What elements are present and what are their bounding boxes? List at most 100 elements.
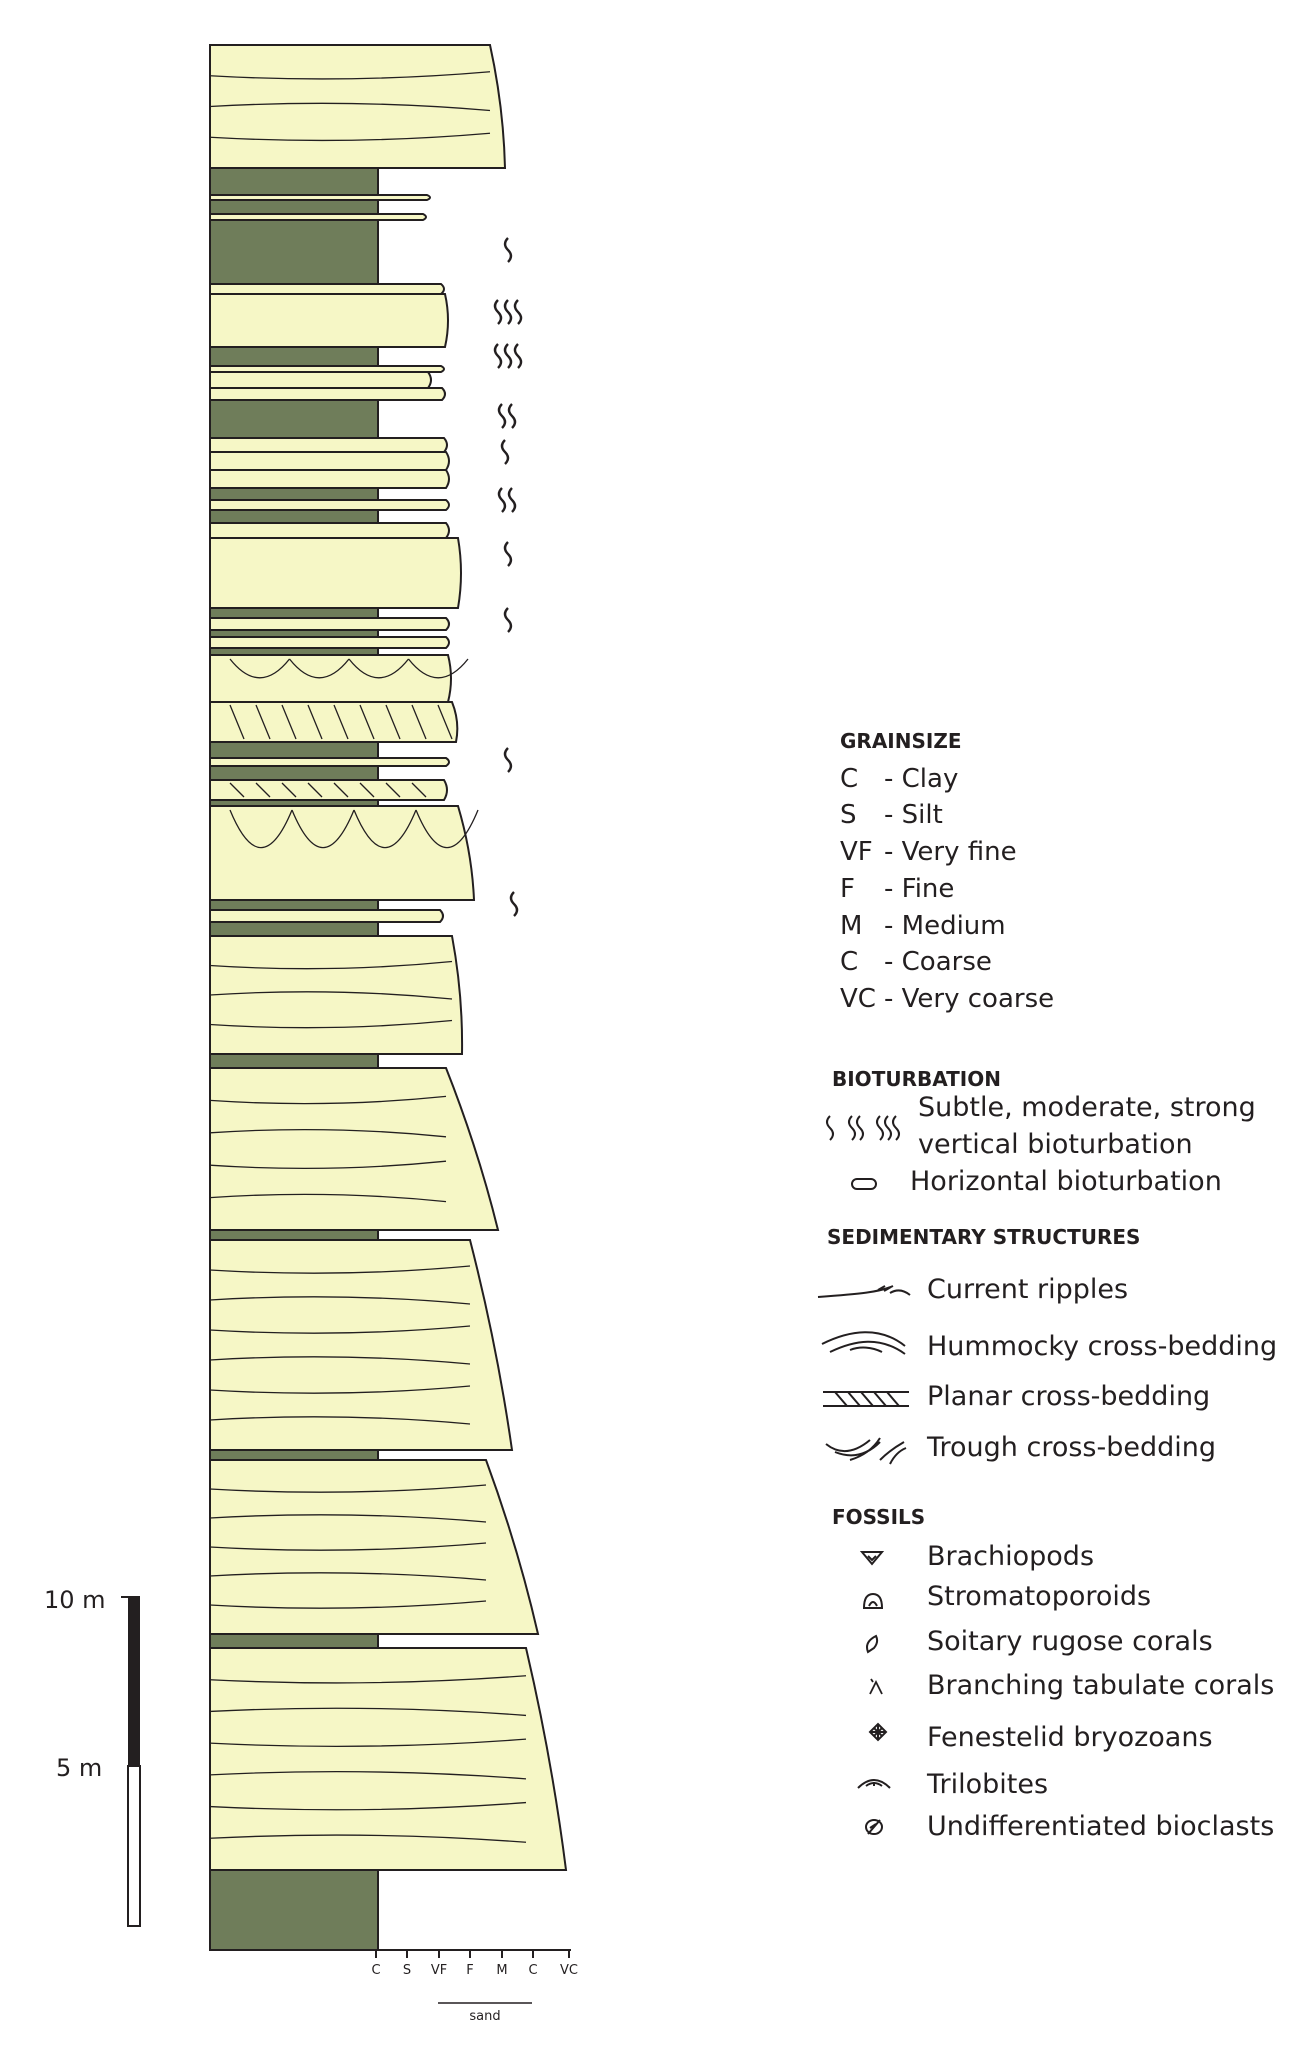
axis-tick-medium: M — [496, 1963, 508, 1978]
sandstone-bed — [209, 371, 432, 389]
rugose-coral-icon — [866, 1634, 879, 1654]
lamination — [209, 1160, 447, 1170]
scale-bar-upper — [128, 1597, 140, 1766]
sed-current-ripples: Current ripples — [927, 1274, 1129, 1305]
lamination — [209, 1572, 487, 1581]
tabulate-coral-icon — [869, 1678, 883, 1695]
grainsize-item: VC - Very coarse — [840, 984, 1055, 1014]
axis-tick-coarse: C — [528, 1963, 538, 1978]
trough-set — [288, 658, 350, 679]
bioturbation-mark — [503, 343, 513, 369]
grainsize-title: GRAINSIZE — [840, 729, 962, 753]
sandstone-bed — [209, 617, 450, 631]
trilobite-icon — [857, 1779, 891, 1789]
sandstone-beds — [209, 44, 568, 1871]
bed-structures — [209, 71, 527, 1843]
bioturbation-strong-icon — [876, 1115, 900, 1141]
brachiopod-icon — [859, 1551, 885, 1566]
sandstone-bed — [209, 213, 427, 221]
trough-set — [348, 658, 410, 679]
trough-set — [291, 809, 355, 849]
trough-set — [415, 809, 479, 849]
grainsize-item: S- Silt — [840, 800, 943, 830]
lamination — [209, 71, 491, 80]
fossil-stromatoporoids: Stromatoporoids — [927, 1581, 1152, 1612]
bioturbation-mark — [497, 487, 507, 513]
fossil-bryozoans: Fenestelid bryozoans — [927, 1722, 1213, 1753]
lamination — [209, 1265, 471, 1274]
scale-bar-lower — [127, 1765, 141, 1927]
planar-foreset — [385, 782, 401, 798]
sandstone-bed — [209, 701, 459, 743]
scale-10m-label: 10 m — [44, 1586, 106, 1614]
sandstone-bed — [209, 779, 448, 801]
bioturbation-mark — [513, 343, 523, 369]
bioturbation-mark — [513, 299, 523, 325]
bioturbation-horizontal-label: Horizontal bioturbation — [910, 1166, 1222, 1197]
sandstone-bed — [209, 1459, 540, 1635]
bioturbation-mark — [503, 607, 513, 633]
lamination — [209, 991, 453, 1000]
bioturbation-vertical-label-1: Subtle, moderate, strong — [918, 1092, 1256, 1123]
sandstone-bed — [209, 522, 450, 539]
lamination — [209, 1514, 487, 1523]
grainsize-item: C- Coarse — [840, 947, 992, 977]
planar-foreset — [307, 704, 323, 740]
planar-foreset — [359, 782, 375, 798]
axis-sand-label: sand — [469, 2009, 501, 2024]
lamination — [209, 1707, 527, 1717]
planar-foreset — [359, 704, 375, 740]
grainsize-item: M- Medium — [840, 911, 1006, 941]
planar-foreset — [229, 782, 245, 798]
bioturbation-mark — [503, 541, 513, 567]
fossil-trilobites: Trilobites — [927, 1769, 1049, 1800]
lamination — [209, 1801, 527, 1811]
fossil-rugose-corals: Soitary rugose corals — [927, 1626, 1213, 1657]
lamination — [209, 960, 453, 970]
bioturbation-vertical-label-2: vertical bioturbation — [918, 1129, 1193, 1160]
bioturbation-mark — [493, 343, 503, 369]
sandstone-bed — [209, 935, 464, 1055]
planar-cross-bedding-icon — [823, 1391, 909, 1407]
planar-foreset — [281, 782, 297, 798]
planar-foreset — [307, 782, 323, 798]
bioturbation-moderate-icon — [848, 1115, 864, 1141]
lamination — [209, 1019, 453, 1029]
sandstone-bed — [209, 293, 449, 348]
hummocky-icon — [821, 1331, 906, 1355]
trough-cross-bedding-icon — [825, 1437, 907, 1465]
planar-foreset — [411, 782, 427, 798]
sedimentary-title: SEDIMENTARY STRUCTURES — [827, 1225, 1141, 1249]
sandstone-bed — [209, 636, 450, 649]
bioturbation-subtle-icon — [826, 1115, 834, 1141]
sandstone-bed — [209, 1647, 568, 1871]
bioturbation-mark — [507, 487, 517, 513]
axis-tick-fine: F — [466, 1963, 474, 1978]
lamination — [209, 1484, 487, 1493]
lamination — [209, 1095, 447, 1105]
sandstone-bed — [209, 499, 450, 511]
axis-tick-clay: C — [371, 1963, 381, 1978]
lamination — [209, 1542, 487, 1551]
planar-foreset — [255, 704, 271, 740]
sandstone-bed — [209, 469, 450, 489]
sandstone-bed — [209, 283, 445, 295]
trough-set — [353, 809, 417, 849]
sandstone-bed — [209, 909, 444, 923]
lamination — [209, 1834, 527, 1843]
sandstone-bed — [209, 1067, 500, 1231]
axis-tick-very-fine: VF — [430, 1963, 448, 1978]
planar-foreset — [333, 704, 349, 740]
sandstone-bed — [209, 194, 431, 201]
fossil-brachiopods: Brachiopods — [927, 1541, 1095, 1572]
planar-foreset — [333, 782, 349, 798]
current-ripples-icon — [817, 1285, 911, 1298]
lamination — [209, 1385, 471, 1394]
sed-hummocky: Hummocky cross-bedding — [927, 1331, 1278, 1362]
bryozoan-icon — [868, 1722, 888, 1742]
lamination — [209, 1296, 471, 1305]
sandstone-bed — [209, 805, 476, 901]
sandstone-bed — [209, 365, 445, 373]
grainsize-item: F- Fine — [840, 874, 955, 904]
bioclast-icon — [865, 1819, 883, 1835]
